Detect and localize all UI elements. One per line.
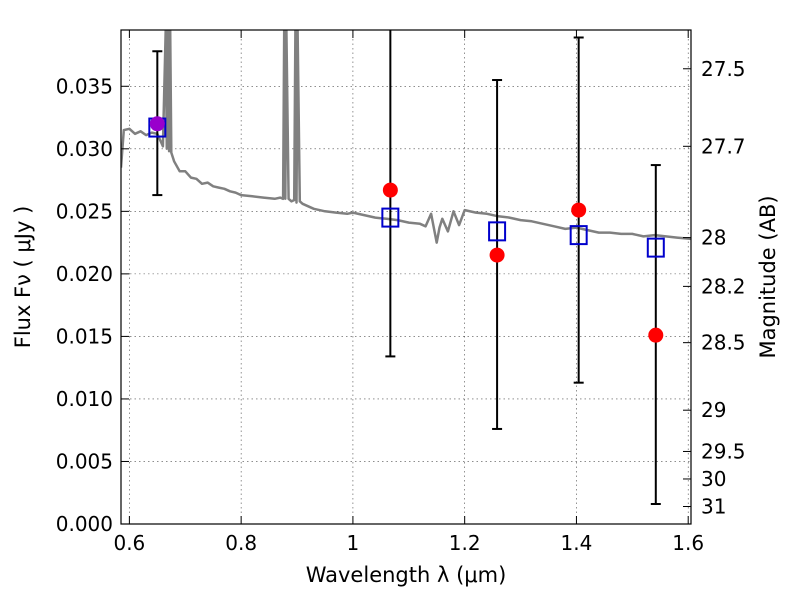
magnitude-tick-label: 28.2 [701, 274, 746, 298]
plot-area [121, 30, 691, 505]
model-photometry-square [569, 225, 588, 246]
y2-axis-label: Magnitude (AB) [756, 195, 780, 358]
x-tick-label: 0.6 [113, 531, 145, 555]
magnitude-tick-label: 29.5 [701, 439, 746, 463]
y-tick-label: 0.000 [56, 512, 113, 536]
observed-flux-point [648, 327, 664, 343]
y-tick-label: 0.005 [56, 449, 113, 473]
observed-flux-point [489, 247, 505, 263]
y-tick-label: 0.030 [56, 137, 113, 161]
x-tick-label: 1 [347, 531, 360, 555]
magnitude-tick-label: 30 [701, 467, 726, 491]
y-tick-label: 0.025 [56, 199, 113, 223]
y-tick-label: 0.035 [56, 74, 113, 98]
magnitude-tick-label: 31 [701, 494, 726, 518]
grid-lines [121, 30, 691, 525]
x-tick-label: 1.2 [449, 531, 481, 555]
observed-flux-point [571, 202, 587, 218]
model-photometry-square [488, 221, 507, 242]
magnitude-tick-label: 27.5 [701, 57, 746, 81]
plot-frame [120, 29, 692, 525]
y-axis-label: Flux Fν ( μJy ) [11, 206, 35, 349]
magnitude-tick-label: 29 [701, 398, 726, 422]
magnitude-tick-label: 27.7 [701, 134, 746, 158]
observed-flux-point [149, 116, 165, 132]
y-tick-label: 0.015 [56, 324, 113, 348]
model-photometry-square [646, 237, 665, 258]
x-tick-label: 1.4 [561, 531, 593, 555]
y-tick-label: 0.020 [56, 262, 113, 286]
y-tick-label: 0.010 [56, 387, 113, 411]
magnitude-tick-label: 28 [701, 226, 726, 250]
x-axis-label: Wavelength λ (μm) [306, 563, 507, 587]
axes: 0.6 0.8 1 1.2 1.4 1.6 0.000 0.005 0.010 0.015 0.02… [56, 30, 746, 555]
magnitude-tick-label: 28.5 [701, 331, 746, 355]
x-tick-label: 0.8 [225, 531, 257, 555]
x-tick-label: 1.6 [672, 531, 704, 555]
model-photometry-square [381, 207, 400, 228]
observed-flux-point [382, 182, 398, 198]
model-spectrum-line [121, 30, 691, 244]
